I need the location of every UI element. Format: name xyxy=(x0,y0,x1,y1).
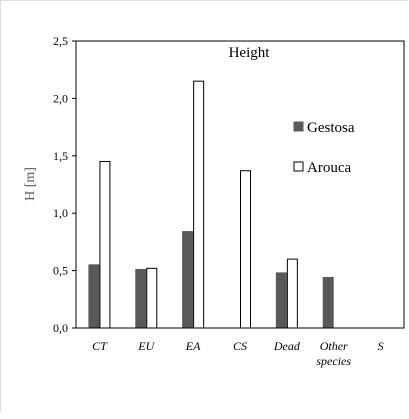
chart-title: Height xyxy=(229,45,271,61)
bar-arouca-cs xyxy=(240,170,251,329)
y-axis-ticks: 0,0 0,5 1,0 1,5 2,0 2,5 xyxy=(53,34,76,335)
y-tick-label: 0,0 xyxy=(53,321,68,335)
x-tick-label-ct: CT xyxy=(92,339,108,353)
bar-gestosa-ea xyxy=(182,231,194,329)
bar-arouca-ct xyxy=(99,161,111,329)
x-tick-label-dead: Dead xyxy=(273,339,301,353)
bar-gestosa-other-species xyxy=(322,276,334,329)
legend: Gestosa Arouca xyxy=(293,120,355,176)
bar-gestosa-dead xyxy=(275,272,287,329)
plot-frame xyxy=(75,40,405,329)
y-tick-label: 2,0 xyxy=(53,91,68,105)
x-tick-label-cs: CS xyxy=(233,339,247,353)
x-axis-labels: CT EU EA CS Dead Other species S xyxy=(92,339,383,368)
bar-gestosa-ct xyxy=(88,264,100,329)
bar-gestosa-eu xyxy=(135,268,147,329)
legend-swatch-arouca xyxy=(293,161,304,172)
y-tick-label: 1,0 xyxy=(53,206,68,220)
y-tick-label: 1,5 xyxy=(53,149,68,163)
y-tick-label: 0,5 xyxy=(53,264,68,278)
x-tick-label-other-species: Other species xyxy=(316,339,351,368)
x-tick-label-ea: EA xyxy=(185,339,201,353)
bar-arouca-dead xyxy=(286,258,298,329)
y-axis-title: H [m] xyxy=(23,167,38,201)
y-tick-label: 2,5 xyxy=(53,34,68,48)
bar-arouca-eu xyxy=(146,267,158,329)
legend-label-gestosa: Gestosa xyxy=(307,120,355,136)
legend-label-arouca: Arouca xyxy=(307,160,351,176)
x-tick-label-s: S xyxy=(378,339,384,353)
legend-swatch-gestosa xyxy=(293,121,304,132)
x-tick-label-eu: EU xyxy=(137,339,155,353)
bar-arouca-ea xyxy=(193,80,205,329)
